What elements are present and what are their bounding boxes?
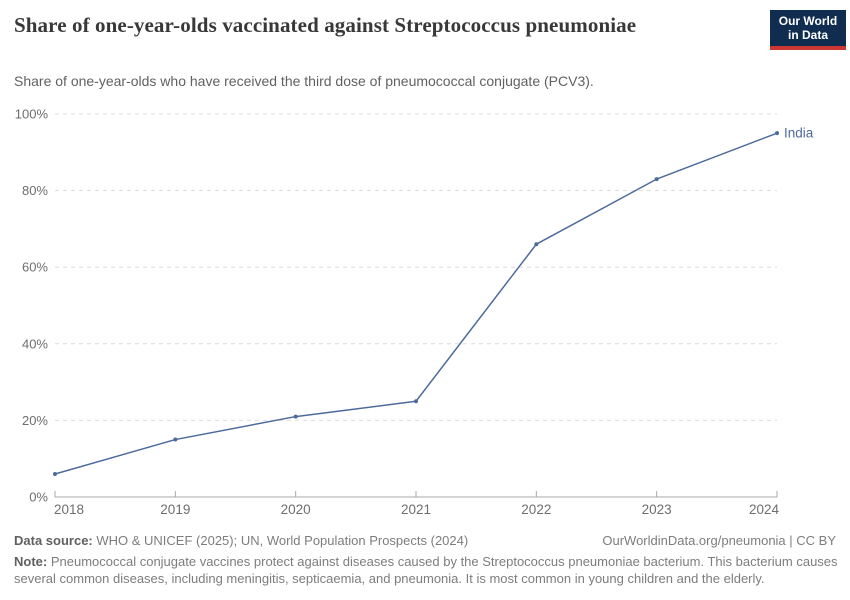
data-point: [293, 414, 298, 419]
x-axis-tick-label: 2023: [642, 502, 672, 517]
y-axis-tick-label: 20%: [22, 413, 48, 428]
y-axis-tick-label: 40%: [22, 336, 48, 351]
page-title: Share of one-year-olds vaccinated agains…: [14, 13, 637, 37]
data-source-label: Data source:: [14, 533, 93, 548]
y-axis-tick-label: 100%: [15, 107, 49, 122]
note-text: Pneumococcal conjugate vaccines protect …: [14, 554, 838, 586]
x-axis-tick-label: 2022: [521, 502, 551, 517]
footer-source-row: Data source: WHO & UNICEF (2025); UN, Wo…: [14, 533, 836, 548]
data-point: [414, 399, 418, 404]
data-point: [775, 131, 779, 136]
y-axis-tick-label: 0%: [29, 490, 48, 505]
note-label: Note:: [14, 554, 48, 569]
x-axis-tick-label: 2018: [54, 502, 84, 517]
x-axis-tick-label: 2019: [160, 502, 190, 517]
data-source-text: Data source: WHO & UNICEF (2025); UN, Wo…: [14, 533, 468, 548]
owid-logo-line2: in Data: [787, 28, 828, 42]
chart-subtitle: Share of one-year-olds who have received…: [14, 73, 594, 89]
owid-logo-line1: Our World: [778, 14, 838, 28]
data-point: [53, 472, 57, 477]
x-axis-tick-label: 2020: [281, 502, 311, 517]
line-chart: 0% 20% 40% 60% 80% 100% 2018 2019 2020 2021 2022 20…: [15, 107, 814, 518]
series-end-label: India: [784, 126, 814, 141]
data-point: [173, 437, 178, 442]
data-point: [534, 242, 539, 247]
y-axis-tick-label: 60%: [22, 260, 48, 275]
x-axis-tick-label: 2021: [401, 502, 431, 517]
footer-note: Note: Pneumococcal conjugate vaccines pr…: [14, 553, 838, 587]
data-source-value: WHO & UNICEF (2025); UN, World Populatio…: [92, 533, 469, 548]
x-axis-tick-label: 2024: [749, 502, 780, 517]
y-axis-tick-label: 80%: [22, 183, 48, 198]
data-point: [654, 177, 659, 182]
series-line: [54, 132, 778, 475]
owid-logo[interactable]: Our World in Data: [770, 10, 846, 50]
citation-link[interactable]: OurWorldinData.org/pneumonia | CC BY: [602, 533, 836, 548]
